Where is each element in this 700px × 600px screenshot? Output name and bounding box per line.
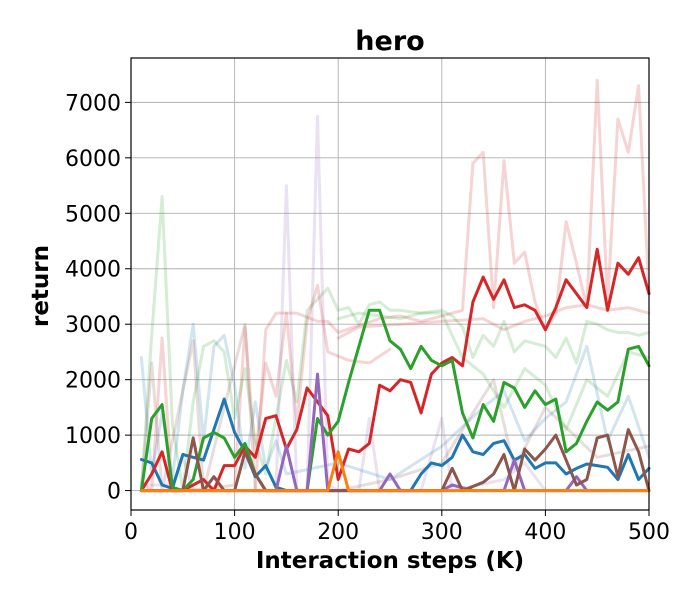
y-tick-label: 3000	[65, 313, 121, 338]
y-tick-label: 5000	[65, 202, 121, 227]
series-line-2	[139, 247, 651, 493]
series-line-3	[139, 308, 651, 493]
x-axis-ticks: 0 100 200 300 400 500	[124, 510, 670, 545]
faint-series-layer	[139, 78, 651, 493]
x-axis-title: Interaction steps (K)	[256, 548, 524, 574]
y-tick-label: 0	[107, 480, 121, 505]
series-line-11	[336, 311, 651, 432]
series-line-5	[139, 428, 651, 493]
y-tick-label: 7000	[65, 91, 121, 116]
series-line-7	[253, 78, 651, 493]
y-axis-ticks: 0 1000 2000 3000 4000 5000 6000 7000	[65, 91, 131, 505]
series-line-10	[139, 195, 651, 493]
series-line-6	[139, 450, 651, 493]
y-tick-label: 6000	[65, 147, 121, 172]
y-tick-label: 2000	[65, 369, 121, 394]
x-tick-label: 400	[524, 520, 566, 545]
x-tick-label: 500	[628, 520, 670, 545]
x-tick-label: 100	[214, 520, 256, 545]
y-tick-label: 4000	[65, 258, 121, 283]
series-line-12	[139, 322, 651, 481]
x-tick-label: 300	[421, 520, 463, 545]
x-tick-label: 0	[124, 520, 138, 545]
bold-series-layer	[139, 247, 651, 493]
y-tick-label: 1000	[65, 424, 121, 449]
y-axis-title: return	[28, 245, 54, 327]
series-line-1	[139, 397, 651, 493]
chart-title: hero	[355, 26, 424, 57]
plot-frame	[130, 57, 650, 511]
x-tick-label: 200	[317, 520, 359, 545]
series-line-14	[139, 322, 651, 493]
